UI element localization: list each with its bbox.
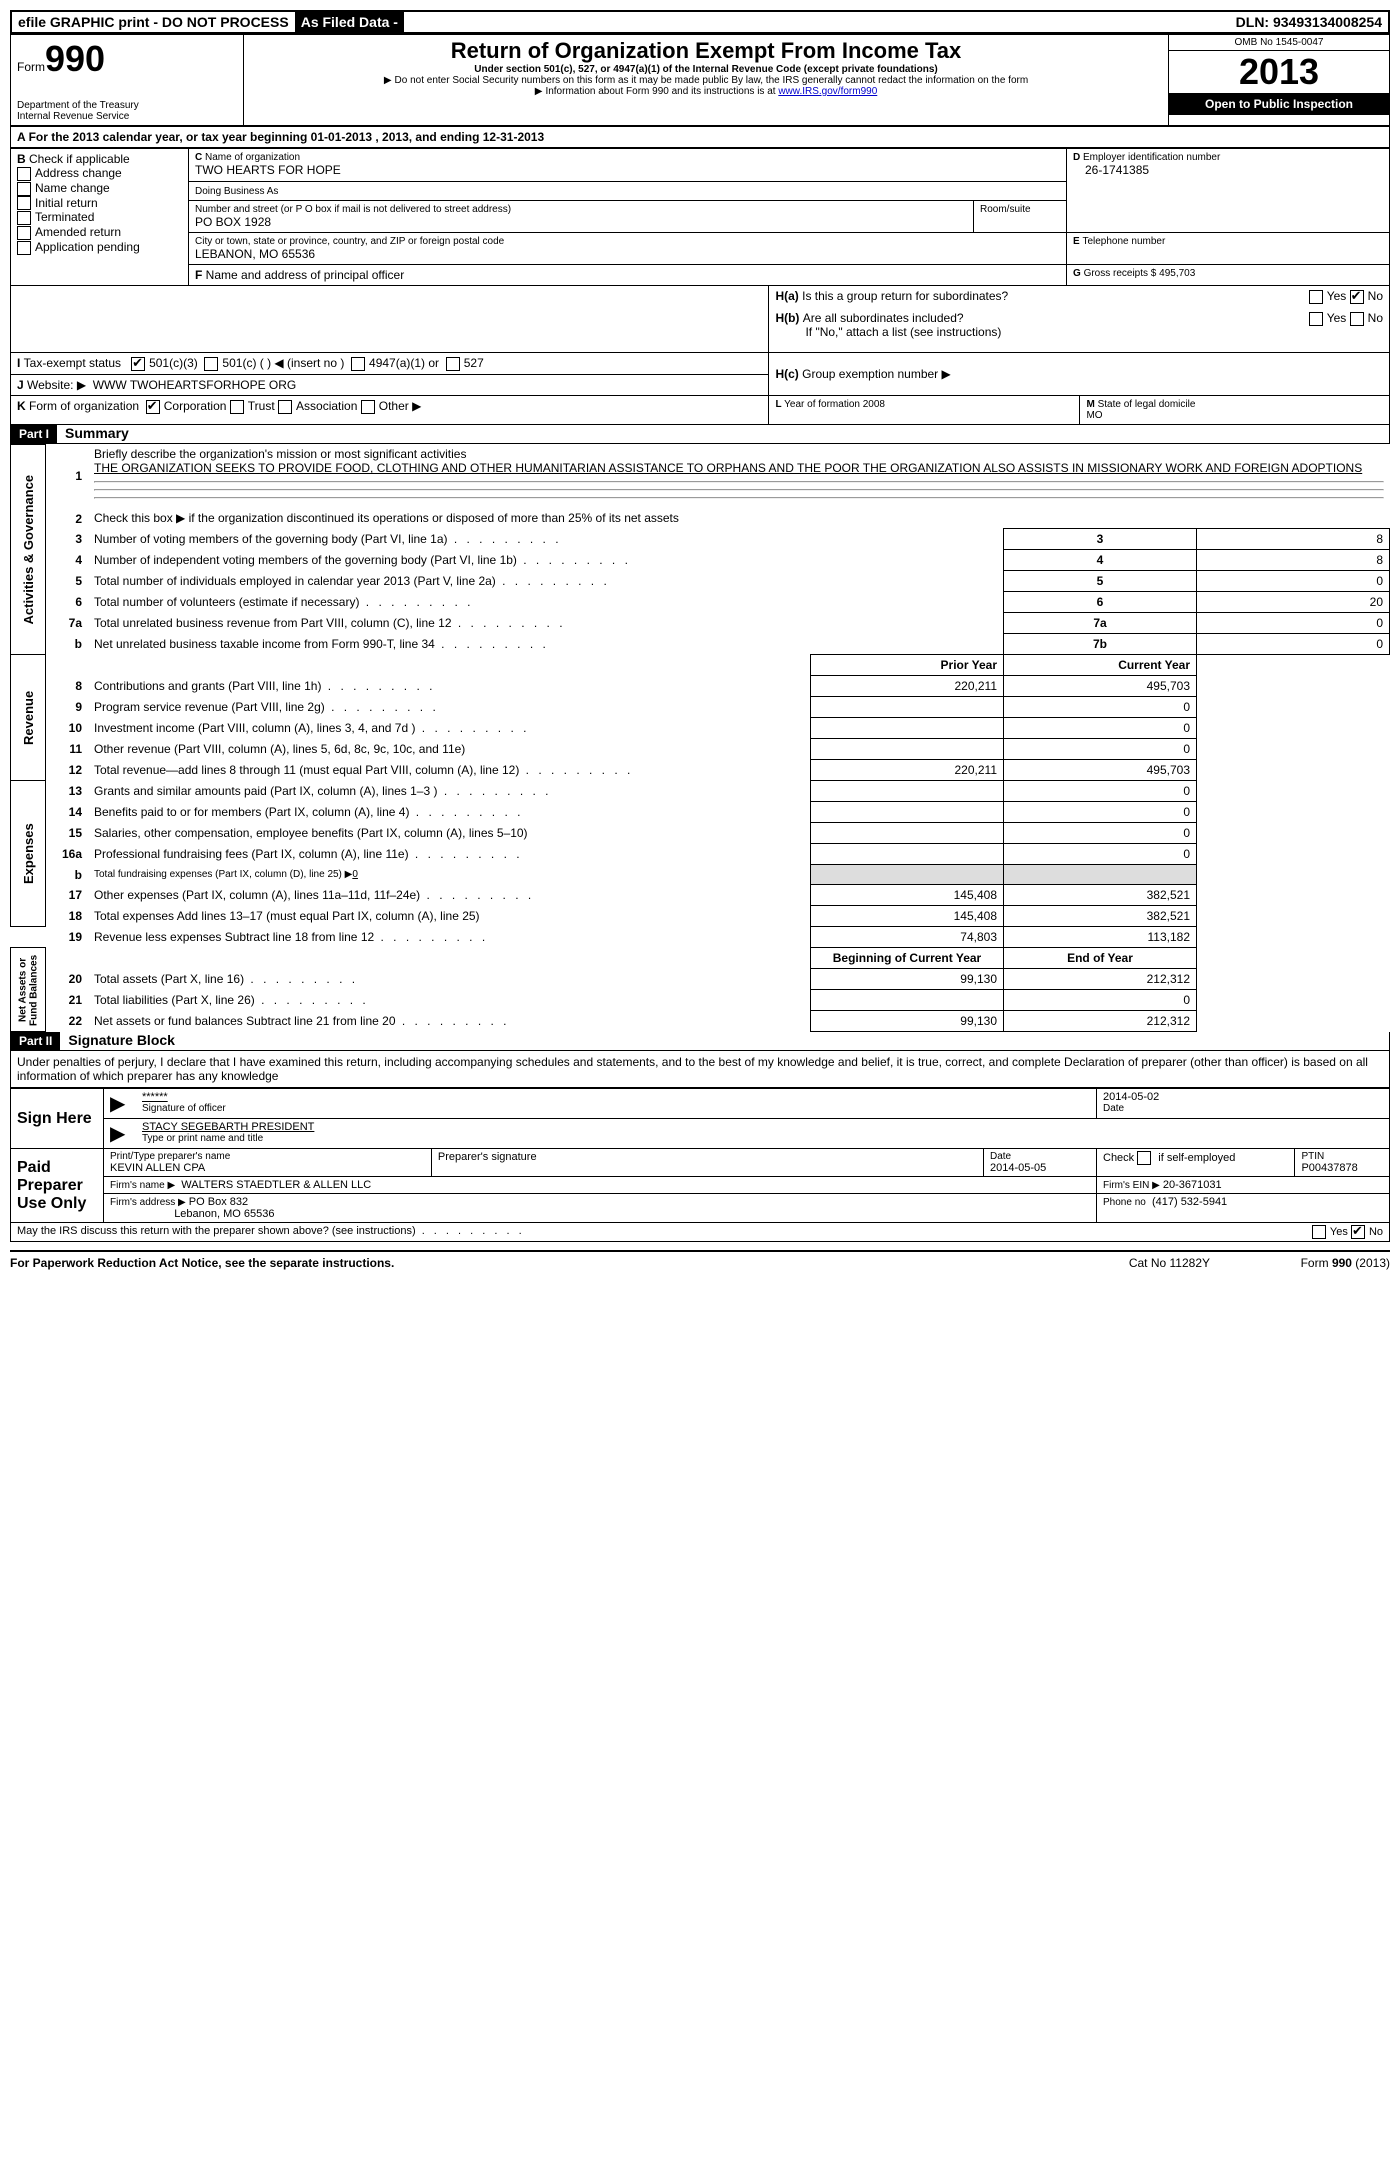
ha-yes[interactable] bbox=[1309, 290, 1323, 304]
section-expenses: Expenses bbox=[11, 781, 46, 927]
part1-header: Part I bbox=[11, 425, 57, 443]
section-net: Net Assets or Fund Balances bbox=[11, 948, 46, 1032]
form-title: Return of Organization Exempt From Incom… bbox=[250, 38, 1162, 64]
ein: 26-1741385 bbox=[1073, 163, 1383, 177]
footer: For Paperwork Reduction Act Notice, see … bbox=[10, 1250, 1390, 1270]
checkbox-pending[interactable] bbox=[17, 241, 31, 255]
street: PO BOX 1928 bbox=[195, 215, 967, 229]
subtitle-1: Under section 501(c), 527, or 4947(a)(1)… bbox=[250, 64, 1162, 75]
as-filed: As Filed Data - bbox=[295, 12, 404, 32]
top-bar: efile GRAPHIC print - DO NOT PROCESS As … bbox=[10, 10, 1390, 34]
ha-no[interactable] bbox=[1350, 290, 1364, 304]
form-number: 990 bbox=[45, 38, 105, 79]
officer-name: STACY SEGEBARTH PRESIDENT bbox=[142, 1121, 1383, 1133]
city: LEBANON, MO 65536 bbox=[195, 247, 1060, 261]
checkbox-address-change[interactable] bbox=[17, 167, 31, 181]
irs-link[interactable]: www.IRS.gov/form990 bbox=[778, 86, 877, 97]
subtitle-3: Information about Form 990 and its instr… bbox=[250, 86, 1162, 97]
website: WWW TWOHEARTSFORHOPE ORG bbox=[93, 378, 297, 392]
part2-header: Part II bbox=[11, 1032, 60, 1050]
dln: DLN: 93493134008254 bbox=[1230, 12, 1388, 32]
discuss-yes[interactable] bbox=[1312, 1225, 1326, 1239]
org-name: TWO HEARTS FOR HOPE bbox=[195, 163, 1060, 177]
tax-year: 2013 bbox=[1169, 51, 1389, 93]
checkbox-name-change[interactable] bbox=[17, 182, 31, 196]
section-revenue: Revenue bbox=[11, 655, 46, 781]
gross-receipts: 495,703 bbox=[1159, 268, 1195, 279]
self-employed-check[interactable] bbox=[1137, 1151, 1151, 1165]
dept-label: Department of the Treasury Internal Reve… bbox=[17, 100, 237, 122]
hb-yes[interactable] bbox=[1309, 312, 1323, 326]
checkbox-amended[interactable] bbox=[17, 226, 31, 240]
i-501c3[interactable] bbox=[131, 357, 145, 371]
discuss-no[interactable] bbox=[1351, 1225, 1365, 1239]
hb-no[interactable] bbox=[1350, 312, 1364, 326]
form-header: Form990 Department of the Treasury Inter… bbox=[10, 34, 1390, 126]
section-ag: Activities & Governance bbox=[11, 444, 46, 655]
lower-header: H(a) Is this a group return for subordin… bbox=[10, 286, 1390, 425]
subtitle-2: Do not enter Social Security numbers on … bbox=[250, 75, 1162, 86]
efile-label: efile GRAPHIC print - DO NOT PROCESS bbox=[12, 12, 295, 32]
part1-body: Activities & Governance 1 Briefly descri… bbox=[10, 444, 1390, 1033]
section-a: A For the 2013 calendar year, or tax yea… bbox=[10, 126, 1390, 148]
checkbox-initial[interactable] bbox=[17, 196, 31, 210]
checkbox-terminated[interactable] bbox=[17, 211, 31, 225]
signature-block: Sign Here ▶ ****** Signature of officer … bbox=[10, 1088, 1390, 1242]
omb: OMB No 1545-0047 bbox=[1169, 35, 1389, 51]
open-inspection: Open to Public Inspection bbox=[1169, 93, 1389, 115]
mission: THE ORGANIZATION SEEKS TO PROVIDE FOOD, … bbox=[94, 461, 1362, 475]
k-corp[interactable] bbox=[146, 400, 160, 414]
entity-block: B Check if applicable Address change Nam… bbox=[10, 148, 1390, 286]
perjury-text: Under penalties of perjury, I declare th… bbox=[10, 1051, 1390, 1088]
